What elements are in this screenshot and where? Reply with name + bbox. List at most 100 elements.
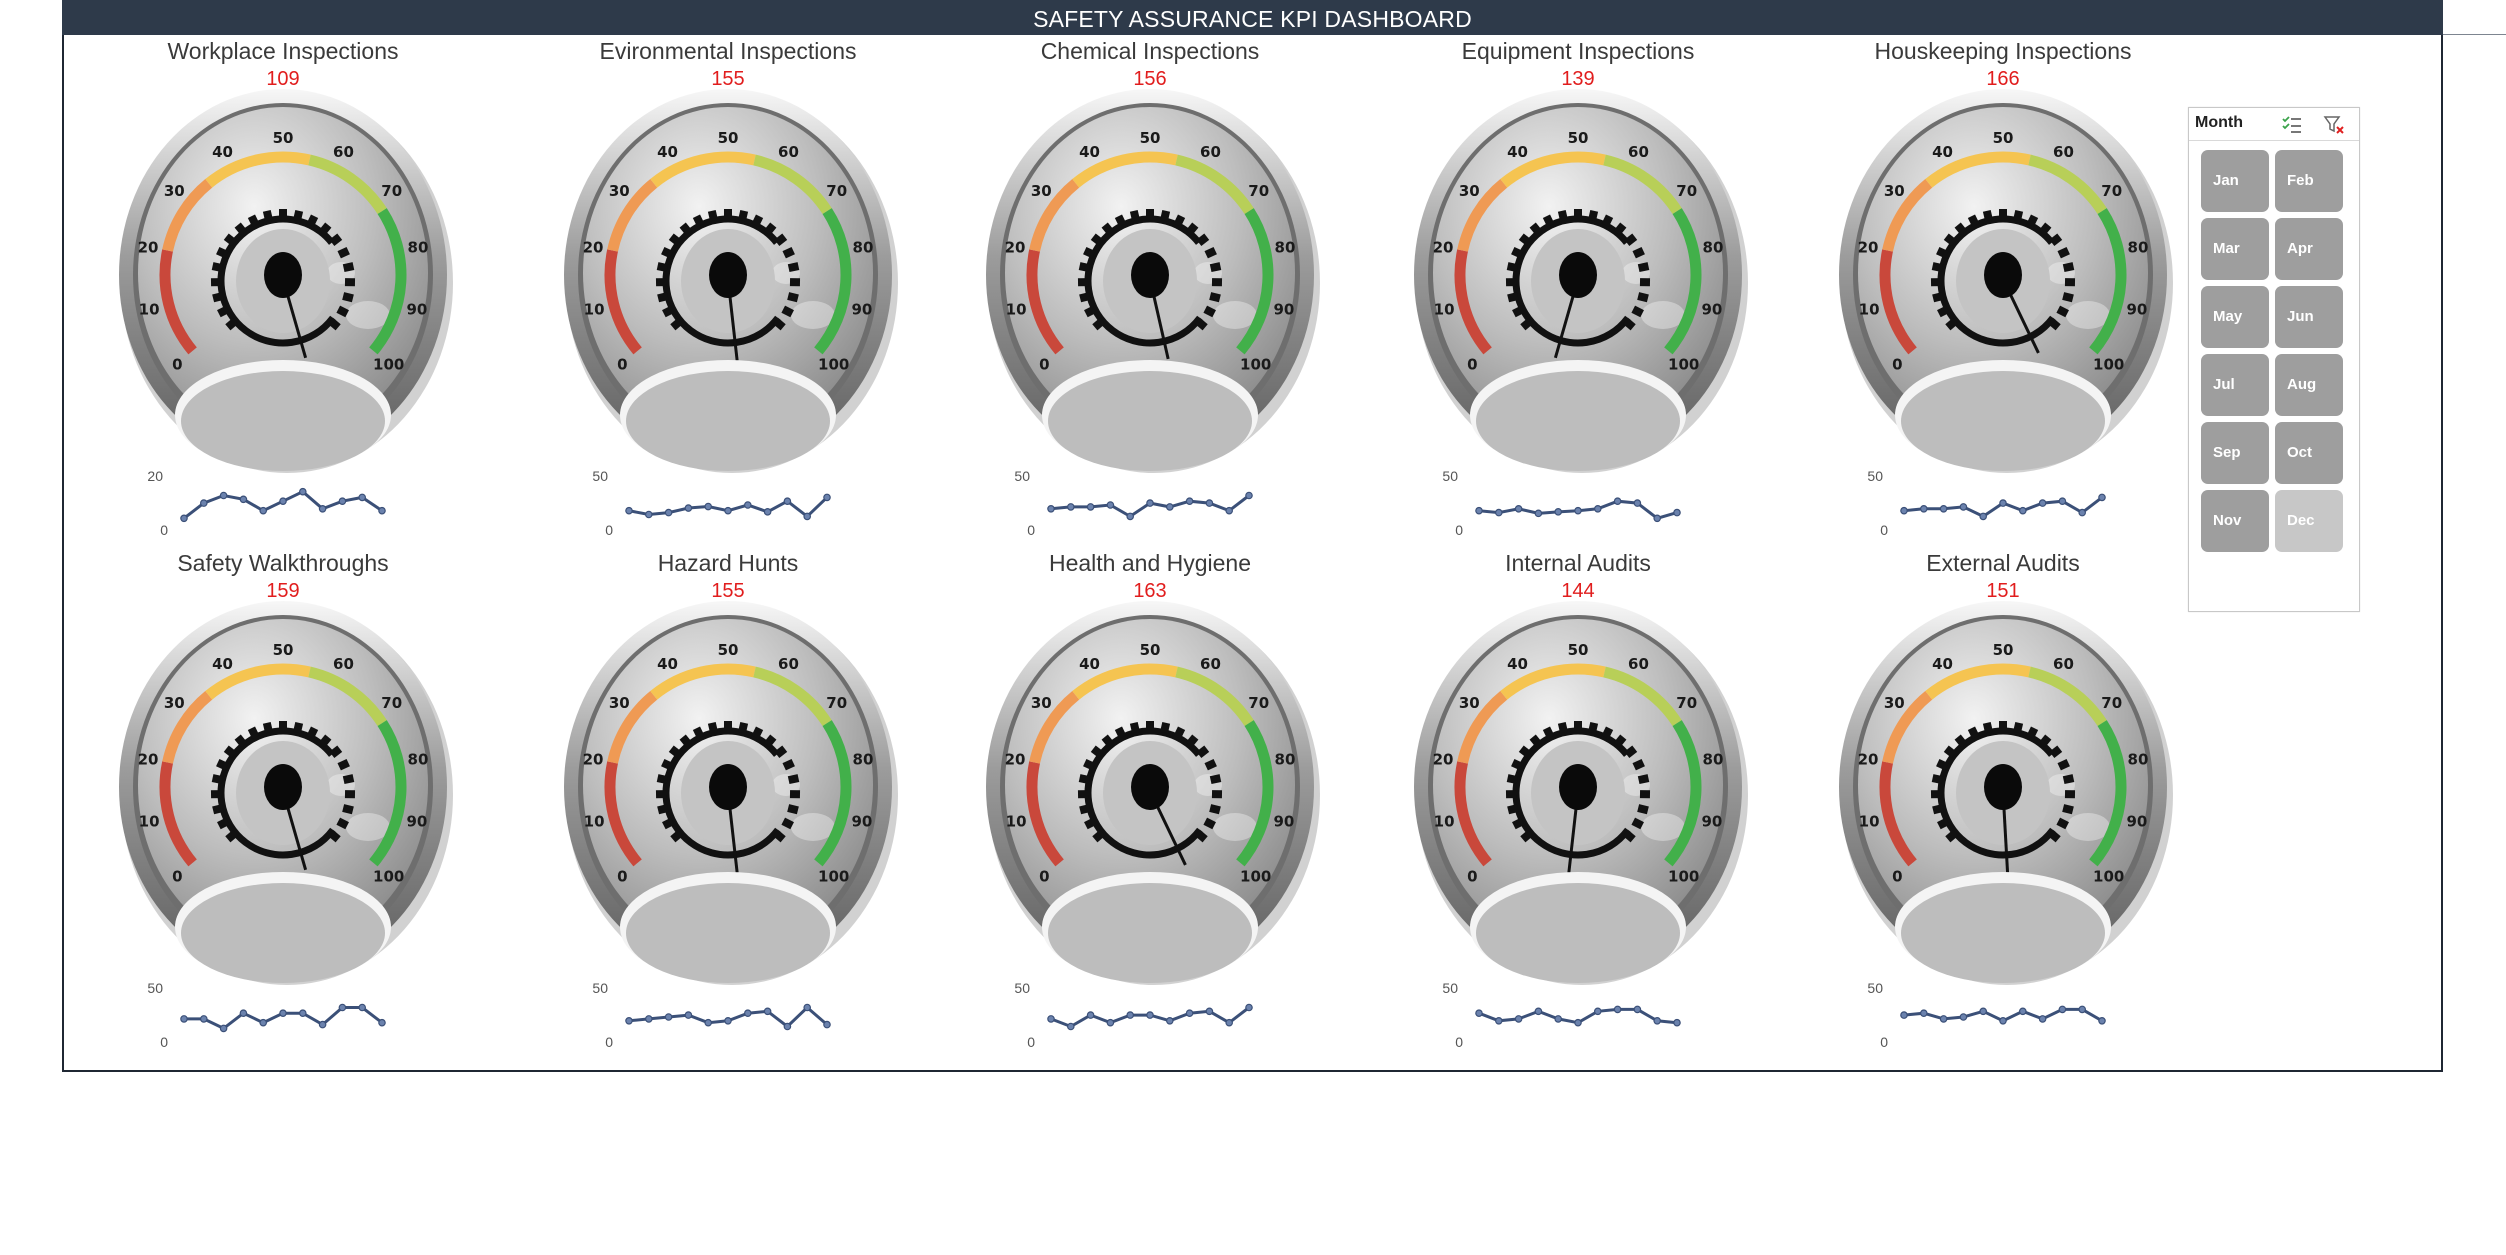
speedometer-gauge: 0 10 20 30 40 50 60 70 80 90 100 [986, 89, 1320, 473]
gauge-gear-tooth [293, 721, 304, 734]
gauge-range-arc [1925, 151, 2031, 188]
gauge-gear-ring [1512, 215, 1644, 347]
month-button-may[interactable]: May [2201, 286, 2269, 348]
gauge-scale-label: 100 [373, 356, 404, 374]
sparkline-point [2019, 506, 2027, 515]
sparkline-max-label: 20 [147, 468, 163, 484]
gauge-scale-label: 10 [1006, 300, 1027, 318]
gauge-gear-tooth [1931, 262, 1944, 273]
gauge-glare [346, 301, 390, 329]
gauge-range-arc [1029, 179, 1080, 252]
month-button-jun[interactable]: Jun [2275, 286, 2343, 348]
sparkline-point [338, 1003, 347, 1012]
gauge-bottom-plate [626, 883, 830, 983]
sparkline-min-label: 0 [1880, 522, 1888, 538]
gauge-gear-tooth [1173, 726, 1186, 740]
sparkline-chart [1047, 491, 1253, 521]
month-button-oct[interactable]: Oct [2275, 422, 2343, 484]
sparkline-point [1613, 1005, 1622, 1014]
clear-filter-icon[interactable] [2323, 114, 2345, 136]
gauge-gear-tooth [763, 222, 777, 236]
month-button-mar[interactable]: Mar [2201, 218, 2269, 280]
sparkline-point [1494, 508, 1503, 517]
sparkline-point [1066, 503, 1075, 511]
gauge-gear-tooth [327, 829, 341, 843]
month-button-jan[interactable]: Jan [2201, 150, 2269, 212]
gauge-scale-label: 0 [1467, 356, 1477, 374]
sparkline-point [1979, 512, 1988, 521]
gauge-range-arc [1882, 179, 1933, 252]
gauge-scale-label: 0 [1892, 356, 1902, 374]
gauge-gear-tooth [1101, 222, 1115, 236]
gauge-gear-tooth [1624, 745, 1638, 758]
kpi-title: External Audits [1926, 550, 2080, 576]
gauge-scale-label: 40 [657, 655, 678, 673]
kpi-value: 144 [1561, 580, 1595, 602]
gauge-gear-tooth [2049, 745, 2063, 758]
speedometer-gauge: 0 10 20 30 40 50 60 70 80 90 100 [564, 89, 898, 473]
month-button-sep[interactable]: Sep [2201, 422, 2269, 484]
month-slicer[interactable]: Month Jan Feb Mar Apr May Jun Jul Aug Sep Oct Nov D… [2188, 107, 2360, 612]
gauge-gear-tooth [1084, 817, 1097, 830]
gauge-gear-tooth [1601, 214, 1614, 228]
gauge-gear-tooth [1622, 829, 1636, 843]
month-button-aug[interactable]: Aug [2275, 354, 2343, 416]
gauge-gear-tooth [1631, 305, 1644, 318]
gauge-glare [1213, 301, 1257, 329]
sparkline-point [1613, 497, 1622, 506]
gauge-gear-tooth [787, 804, 799, 815]
month-button-dec[interactable]: Dec [2275, 490, 2343, 552]
sparkline-point [1126, 512, 1135, 521]
gauge-gear-tooth [1209, 292, 1221, 303]
month-button-jul[interactable]: Jul [2201, 354, 2269, 416]
gauge-gear-tooth [782, 758, 795, 771]
sparkline-point [744, 1009, 752, 1018]
gauge-gear-tooth [262, 209, 273, 222]
sparkline-chart [1047, 1003, 1253, 1031]
sparkline-point [299, 1009, 307, 1018]
month-button-nov[interactable]: Nov [2201, 490, 2269, 552]
gauge-range-arc [2089, 208, 2127, 355]
gauge-gear-tooth [2038, 734, 2052, 748]
gauge-gear-tooth [1204, 246, 1217, 259]
gauge-scale-label: 90 [2126, 300, 2147, 318]
gauge-gear-tooth [656, 774, 669, 785]
gauge-gear-tooth [1632, 246, 1645, 259]
gauge-glare [346, 813, 390, 841]
kpi-value: 159 [266, 580, 300, 602]
gauge-gear-tooth [1542, 214, 1555, 228]
gauge-scale-label: 30 [164, 694, 185, 712]
gauge-gear-tooth [670, 317, 684, 331]
sparkline-point [358, 1003, 367, 1012]
sparkline-point [2098, 1016, 2106, 1025]
gauge-scale-label: 80 [853, 750, 874, 768]
gauge-scale-label: 0 [1039, 356, 1049, 374]
gauge-gear-tooth [787, 774, 800, 785]
gauge-gear-tooth [1090, 233, 1104, 246]
gauge-scale-label: 70 [2101, 182, 2122, 200]
sparkline-point [1959, 1013, 1968, 1021]
gauge-range-arc [1603, 154, 1682, 215]
gauge-scale-label: 100 [1668, 868, 1699, 886]
gauge-range-arc [753, 666, 832, 727]
sparkline-point [2078, 1005, 2087, 1014]
month-button-apr[interactable]: Apr [2275, 218, 2343, 280]
sparkline-point [1494, 1016, 1503, 1025]
month-button-feb[interactable]: Feb [2275, 150, 2343, 212]
gauge-gear-tooth [2057, 246, 2070, 259]
sparkline-point [803, 512, 812, 521]
gauge-gear-tooth [1173, 214, 1186, 228]
multi-select-icon[interactable] [2281, 114, 2303, 136]
gauge-gear-tooth [212, 804, 224, 815]
gauge-hub [709, 252, 747, 298]
gauge-gear-tooth [1209, 804, 1221, 815]
gauge-gear-tooth [751, 214, 764, 228]
gauge-scale-label: 20 [1858, 238, 1879, 256]
gauge-bottom-plate [1048, 883, 1252, 983]
sparkline-point [2058, 1005, 2067, 1014]
gauge-scale-label: 80 [1703, 238, 1724, 256]
gauge-range-arc [1664, 720, 1702, 867]
gauge-hub [709, 764, 747, 810]
speedometer-gauge: 0 10 20 30 40 50 60 70 80 90 100 [1414, 601, 1748, 985]
gauge-bottom-plate [1901, 371, 2105, 471]
